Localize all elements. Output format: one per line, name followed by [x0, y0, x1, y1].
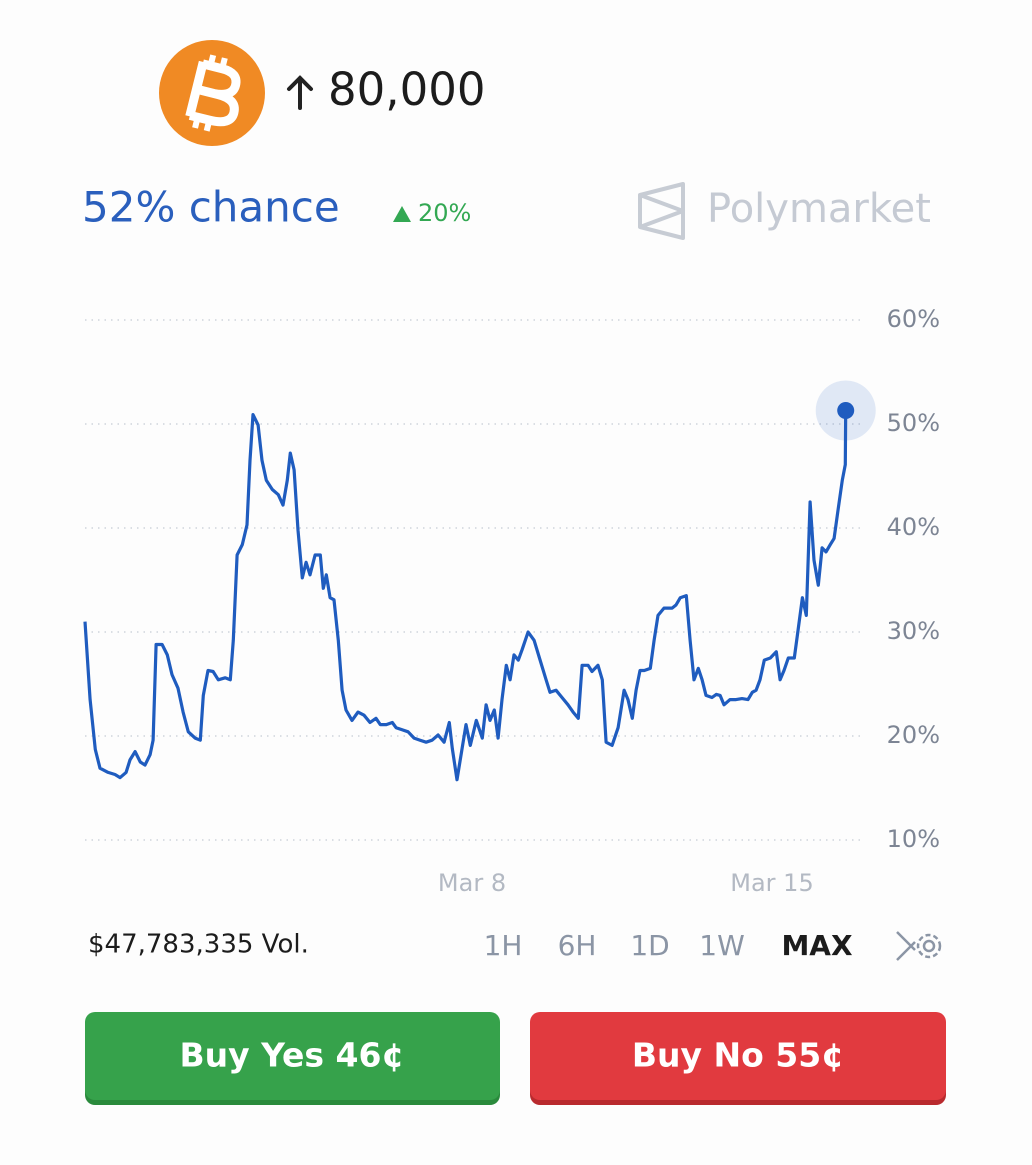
y-tick-label: 10% — [887, 825, 940, 853]
buy-no-label[interactable]: Buy No 55¢ — [632, 1036, 844, 1075]
buy-yes-label[interactable]: Buy Yes 46¢ — [180, 1036, 405, 1075]
buy-yes-button[interactable] — [85, 1012, 500, 1100]
market-title: 80,000 — [328, 63, 485, 116]
y-tick-label: 50% — [887, 409, 940, 437]
brand: Polymarket — [707, 186, 931, 232]
range-button[interactable]: 1H — [484, 929, 523, 962]
chance: 52% chance — [82, 183, 340, 232]
range-button[interactable]: MAX — [781, 929, 853, 962]
range-button[interactable]: 1W — [699, 929, 745, 962]
volume: $47,783,335 Vol. — [88, 930, 309, 960]
chance-change: 20% — [418, 199, 471, 227]
y-tick-label: 40% — [887, 513, 940, 541]
buy-no-button[interactable] — [530, 1012, 946, 1100]
x-tick-label: Mar 15 — [730, 869, 813, 897]
up-arrow-icon — [287, 75, 313, 110]
range-button[interactable]: 6H — [558, 929, 597, 962]
settings-icon[interactable] — [896, 931, 942, 961]
polymarket-logo — [638, 182, 685, 240]
x-tick-label: Mar 8 — [438, 869, 506, 897]
price-line — [83, 410, 848, 782]
up-triangle-icon — [393, 206, 411, 222]
y-tick-label: 60% — [887, 305, 940, 333]
y-tick-label: 30% — [887, 617, 940, 645]
range-button[interactable]: 1D — [630, 929, 669, 962]
last-point — [837, 401, 855, 419]
y-tick-label: 20% — [887, 721, 940, 749]
bitcoin-logo — [159, 40, 265, 146]
